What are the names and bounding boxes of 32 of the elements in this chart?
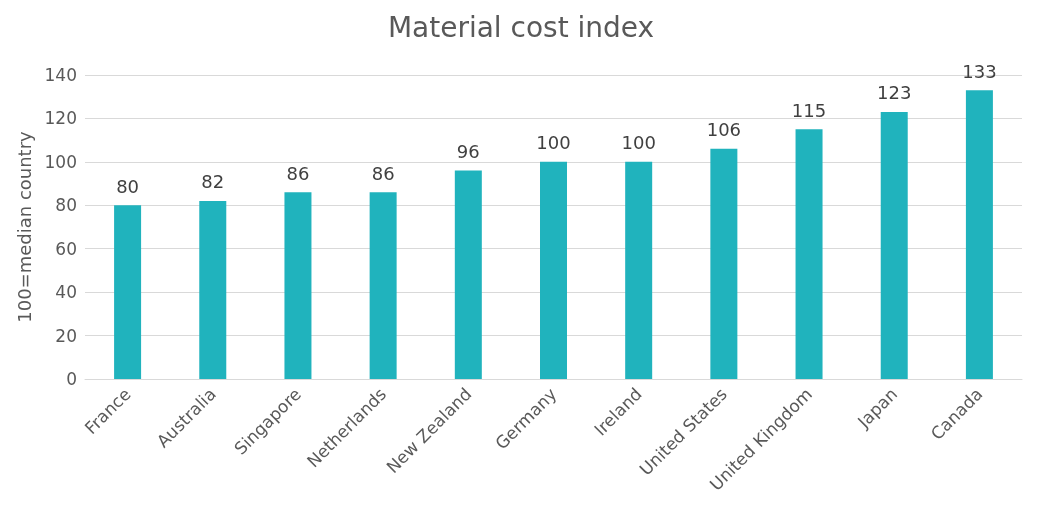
y-tick-label: 0 [66,369,77,389]
bar [284,192,312,379]
bar [965,90,993,379]
data-label: 100 [536,132,571,154]
bar [199,200,227,379]
y-tick-label: 40 [55,282,77,303]
y-tick-label: 80 [55,195,77,216]
data-label: 100 [621,132,656,154]
y-tick-label: 20 [55,325,77,346]
bar [880,111,908,379]
y-tick-label: 120 [44,108,77,129]
y-axis-title: 100=median country [13,130,35,323]
data-label: 115 [791,99,827,121]
data-label: 96 [456,141,480,163]
data-label: 106 [706,119,742,141]
data-label: 80 [116,175,140,197]
bar [369,192,397,379]
data-label: 123 [877,82,912,104]
data-label: 133 [962,60,997,82]
data-label: 86 [371,162,395,184]
bar [625,161,653,379]
bar [114,205,142,379]
bar [795,129,823,379]
y-tick-label: 140 [44,65,77,85]
y-tick-label: 60 [55,238,77,259]
bar [540,161,567,379]
bar [454,170,482,379]
y-tick-label: 100 [44,151,77,172]
chart-title: Material cost index [387,10,655,44]
data-label: 86 [286,162,310,184]
data-label: 82 [201,171,225,193]
bar [710,148,738,379]
